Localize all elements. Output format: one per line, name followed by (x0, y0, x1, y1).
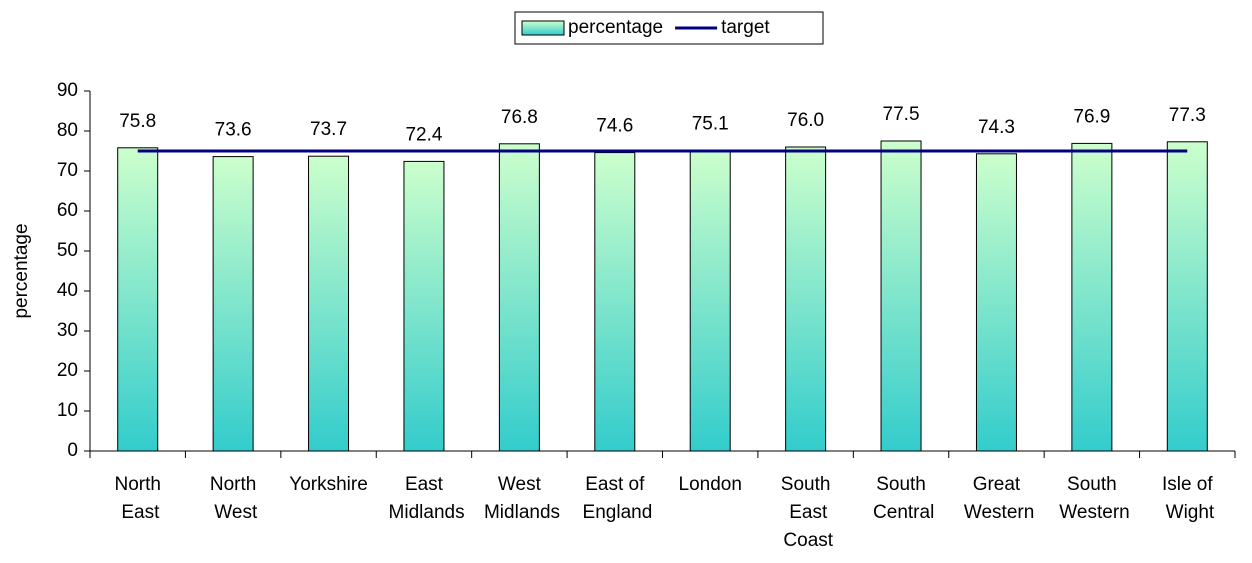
data-label: 73.7 (310, 119, 347, 140)
y-axis-label: percentage (11, 223, 32, 318)
x-tick-label: Yorkshire (289, 474, 368, 495)
x-tick-label: East Midlands (383, 474, 464, 523)
y-tick-label: 50 (57, 240, 78, 261)
legend-swatch (521, 20, 565, 36)
bar (1071, 142, 1113, 452)
x-tick-label: Great Western (959, 474, 1035, 523)
bar (1166, 141, 1208, 452)
data-label: 77.3 (1169, 105, 1206, 126)
bar (689, 150, 731, 452)
x-tick-label: South Central (868, 474, 935, 523)
data-label: 76.0 (787, 110, 824, 131)
x-tick-label: South Western (1054, 474, 1130, 523)
data-label: 76.8 (501, 107, 538, 128)
y-tick-label: 60 (57, 200, 78, 221)
y-tick-label: 80 (57, 120, 78, 141)
y-tick-label: 20 (57, 360, 78, 381)
bar (785, 146, 827, 452)
bar (308, 155, 350, 452)
x-tick-label: North West (209, 474, 258, 523)
bar (975, 153, 1017, 452)
legend-frame (514, 11, 824, 45)
y-tick-label: 40 (57, 280, 78, 301)
x-tick-label: London (679, 474, 742, 495)
bar (498, 143, 540, 452)
x-tick-label: South East Coast (778, 474, 834, 551)
legend-label: percentage (568, 17, 663, 38)
x-tick-label: West Midlands (479, 474, 560, 523)
y-tick-label: 0 (67, 440, 78, 461)
y-tick-label: 10 (57, 400, 78, 421)
bar (880, 140, 922, 452)
x-tick-label: North East (114, 474, 160, 523)
data-label: 75.1 (692, 114, 729, 135)
y-tick-label: 70 (57, 160, 78, 181)
x-tick-label: East of England (577, 474, 652, 523)
data-label: 74.3 (978, 117, 1015, 138)
data-label: 73.6 (215, 120, 252, 141)
bar (117, 147, 159, 452)
data-label: 76.9 (1073, 106, 1110, 127)
data-label: 72.4 (405, 124, 442, 145)
x-tick-label: Isle of Wight (1160, 474, 1215, 523)
legend: percentage target (514, 11, 824, 45)
y-tick-label: 90 (57, 80, 78, 101)
legend-label: target (721, 17, 770, 38)
y-tick-label: 30 (57, 320, 78, 341)
bar (594, 152, 636, 452)
data-label: 77.5 (883, 104, 920, 125)
bar (212, 156, 254, 452)
data-label: 74.6 (596, 116, 633, 137)
data-label: 75.8 (119, 111, 156, 132)
bar (403, 160, 445, 452)
